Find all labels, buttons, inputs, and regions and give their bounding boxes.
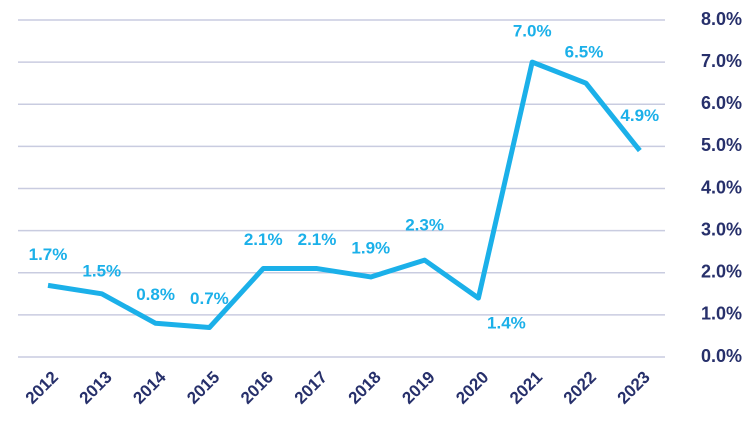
data-label: 2.1%: [244, 230, 283, 249]
data-label: 6.5%: [565, 43, 604, 62]
data-label: 0.8%: [136, 285, 175, 304]
data-label: 7.0%: [513, 22, 552, 41]
line: [47, 59, 642, 331]
y-tick-label: 8.0%: [701, 9, 742, 29]
x-tick-label: 2014: [129, 367, 170, 408]
x-tick-label: 2020: [452, 368, 492, 408]
x-tick-label: 2013: [76, 368, 116, 408]
x-tick-label: 2019: [398, 368, 438, 408]
x-tick-label: 2015: [183, 368, 223, 408]
y-tick-label: 3.0%: [701, 219, 742, 239]
data-label: 1.7%: [29, 245, 68, 264]
y-tick-label: 4.0%: [701, 177, 742, 197]
x-tick-label: 2016: [237, 368, 277, 408]
x-tick-label: 2021: [506, 368, 546, 408]
y-tick-label: 2.0%: [701, 262, 742, 282]
data-label: 1.9%: [351, 238, 390, 257]
y-tick-label: 6.0%: [701, 93, 742, 113]
x-tick-label: 2017: [291, 368, 331, 408]
x-tick-label: 2022: [560, 368, 600, 408]
y-tick-label: 5.0%: [701, 135, 742, 155]
x-tick-label: 2012: [22, 368, 62, 408]
x-tick-label: 2023: [614, 368, 654, 408]
data-label: 0.7%: [190, 289, 229, 308]
data-label: 2.1%: [298, 230, 337, 249]
y-tick-label: 1.0%: [701, 304, 742, 324]
data-label: 1.4%: [487, 314, 526, 333]
y-tick-label: 7.0%: [701, 51, 742, 71]
data-label: 2.3%: [405, 216, 444, 235]
x-tick-label: 2018: [345, 368, 385, 408]
data-label: 4.9%: [620, 106, 659, 125]
y-tick-label: 0.0%: [701, 346, 742, 366]
data-label: 1.5%: [82, 261, 121, 280]
